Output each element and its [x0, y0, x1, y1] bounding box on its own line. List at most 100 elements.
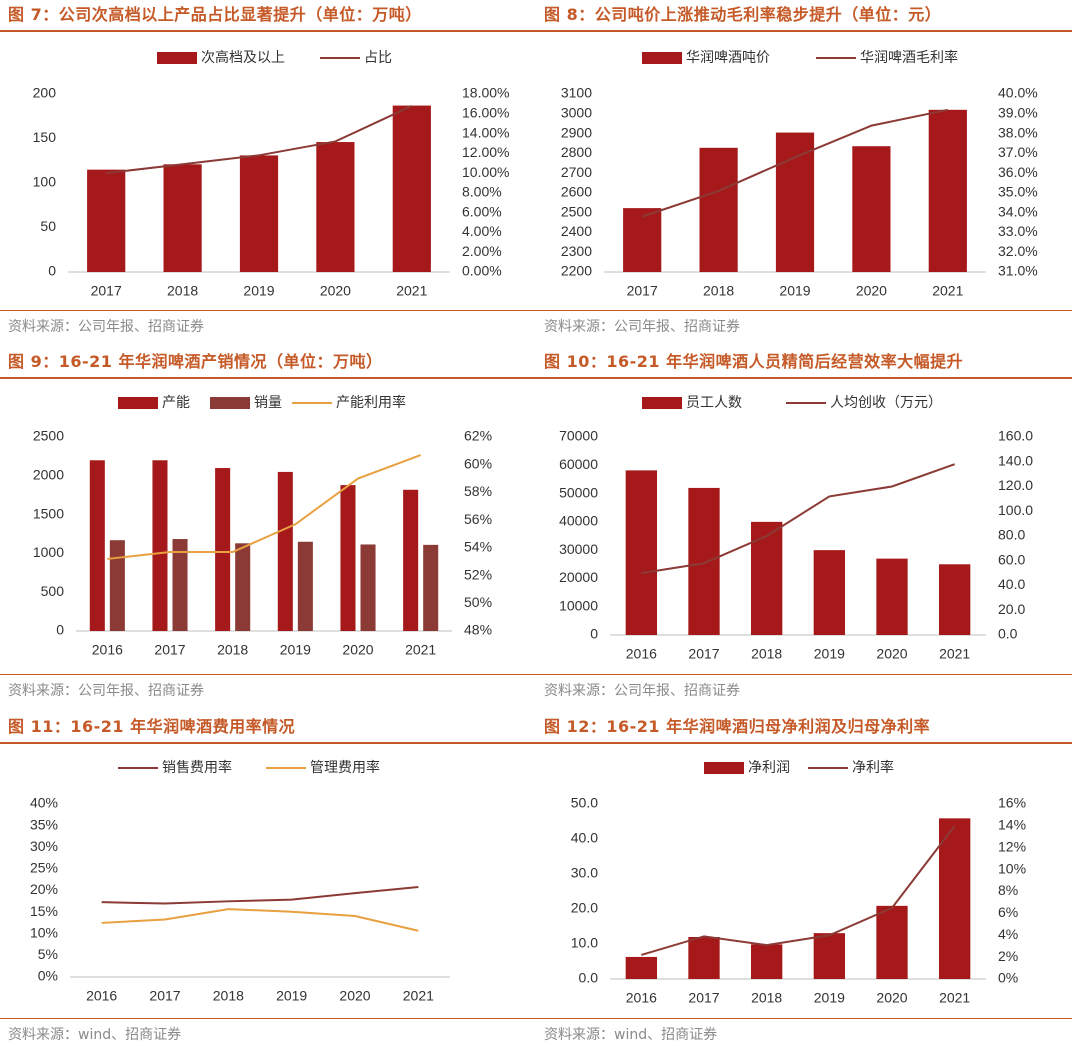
- y-tick-label: 200: [33, 85, 57, 101]
- y2-tick-label: 80.0: [998, 527, 1025, 543]
- y2-tick-label: 40.0%: [998, 85, 1038, 101]
- x-tick-label: 2018: [751, 990, 782, 1006]
- x-tick-label: 2017: [149, 988, 180, 1004]
- bar-净利润-2020: [876, 905, 908, 979]
- chart-title: 图 11：16-21 年华润啤酒费用率情况: [8, 717, 296, 736]
- x-tick-label: 2021: [939, 990, 970, 1006]
- source-note: 资料来源：公司年报、招商证券: [8, 319, 204, 335]
- x-tick-label: 2017: [154, 642, 185, 658]
- y-tick-label: 50.0: [571, 795, 598, 811]
- y-tick-label: 20000: [559, 569, 598, 585]
- y-tick-label: 2900: [561, 124, 592, 140]
- chart-title: 图 9：16-21 年华润啤酒产销情况（单位：万吨）: [8, 352, 383, 371]
- bar-员工人数-2020: [876, 558, 908, 635]
- source-rule: [536, 310, 1072, 311]
- y2-tick-label: 39.0%: [998, 104, 1038, 120]
- bar-销量-2017: [172, 539, 188, 631]
- y2-tick-label: 12%: [998, 838, 1026, 854]
- source-note: 资料来源：公司年报、招商证券: [8, 683, 204, 699]
- y-tick-label: 0: [56, 622, 64, 638]
- bar-员工人数-2016: [625, 470, 657, 635]
- chart-panel-fig11: 图 11：16-21 年华润啤酒费用率情况 0% 5% 10% 15% 20% 25% 30…: [0, 712, 536, 1056]
- chart-svg: 2200 2300 2400 2500 2600 2700 2800 2900 3000 3100…: [561, 49, 1038, 299]
- x-tick-label: 2020: [876, 990, 907, 1006]
- bar-次高档及以上-2018: [163, 164, 202, 272]
- y-tick-label: 0: [590, 626, 598, 642]
- title-rule: [536, 742, 1072, 744]
- y2-tick-label: 120.0: [998, 477, 1033, 493]
- x-tick-label: 2020: [342, 642, 373, 658]
- y-tick-label: 10.0: [571, 935, 598, 951]
- y-tick-label: 2600: [561, 184, 592, 200]
- y2-tick-label: 60%: [464, 455, 492, 471]
- y-tick-label: 2500: [561, 203, 592, 219]
- legend-label: 华润啤酒毛利率: [860, 49, 958, 66]
- x-tick-label: 2018: [703, 283, 734, 299]
- y-tick-label: 50000: [559, 484, 598, 500]
- bar-华润啤酒吨价-2020: [852, 146, 891, 272]
- legend-label: 产能利用率: [336, 394, 406, 411]
- legend-label: 销量: [254, 395, 282, 411]
- y-tick-label: 1000: [33, 544, 64, 560]
- x-tick-label: 2017: [688, 646, 719, 662]
- bar-华润啤酒吨价-2021: [928, 109, 967, 272]
- y2-tick-label: 8%: [998, 882, 1018, 898]
- y-tick-label: 30%: [30, 838, 58, 854]
- legend-label: 管理费用率: [310, 759, 380, 776]
- bar-销量-2016: [109, 540, 125, 631]
- legend-label: 净利率: [852, 759, 894, 776]
- y-tick-label: 40000: [559, 513, 598, 529]
- x-tick-label: 2019: [814, 646, 845, 662]
- bar-销量-2019: [297, 541, 313, 631]
- bar-销量-2018: [235, 543, 251, 631]
- title-rule: [536, 377, 1072, 379]
- y2-tick-label: 6%: [998, 904, 1018, 920]
- bar-产能-2019: [277, 471, 293, 631]
- source-rule: [536, 674, 1072, 675]
- y2-tick-label: 20.0: [998, 601, 1025, 617]
- bar-次高档及以上-2021: [392, 105, 431, 272]
- chart-panel-fig9: 图 9：16-21 年华润啤酒产销情况（单位：万吨） 0 500 1000 1500 2…: [0, 347, 536, 707]
- chart-svg: 0 500 1000 1500 2000 2500 48% 50% 52% 54% 56% 58% 60…: [33, 394, 492, 658]
- bar-员工人数-2018: [751, 521, 783, 635]
- bar-净利润-2019: [813, 933, 845, 979]
- series-line-销售费用率: [101, 886, 419, 905]
- y-tick-label: 25%: [30, 860, 58, 876]
- series-line-产能利用率: [107, 454, 422, 560]
- series-line-管理费用率: [101, 908, 419, 932]
- y2-tick-label: 40.0: [998, 576, 1025, 592]
- y-tick-label: 2800: [561, 144, 592, 160]
- y2-tick-label: 35.0%: [998, 184, 1038, 200]
- bar-产能-2021: [403, 489, 419, 631]
- y-tick-label: 500: [41, 583, 65, 599]
- y2-tick-label: 37.0%: [998, 144, 1038, 160]
- y2-tick-label: 56%: [464, 511, 492, 527]
- source-note: 资料来源：wind、招商证券: [544, 1027, 718, 1043]
- y2-tick-label: 48%: [464, 622, 492, 638]
- y2-tick-label: 60.0: [998, 551, 1025, 567]
- y2-tick-label: 14%: [998, 817, 1026, 833]
- series-line-人均创收（万元）: [641, 463, 956, 575]
- source-note: 资料来源：公司年报、招商证券: [544, 319, 740, 335]
- chart-svg: 0% 5% 10% 15% 20% 25% 30% 35% 40% 2016 2017 2018 201…: [30, 759, 450, 1004]
- legend-label: 产能: [162, 395, 190, 411]
- x-tick-label: 2020: [856, 283, 887, 299]
- x-tick-label: 2017: [688, 990, 719, 1006]
- y-tick-label: 100: [33, 174, 57, 190]
- y-tick-label: 150: [33, 129, 57, 145]
- x-tick-label: 2016: [626, 990, 657, 1006]
- y-tick-label: 0.0: [579, 970, 599, 986]
- x-tick-label: 2019: [243, 283, 274, 299]
- bar-华润啤酒吨价-2018: [699, 147, 738, 272]
- y-tick-label: 35%: [30, 816, 58, 832]
- x-tick-label: 2018: [167, 283, 198, 299]
- legend-swatch-次高档及以上: [157, 52, 197, 64]
- x-tick-label: 2021: [932, 283, 963, 299]
- legend-swatch-净利润: [704, 762, 744, 774]
- title-rule: [0, 30, 536, 32]
- y2-tick-label: 10%: [998, 860, 1026, 876]
- x-tick-label: 2019: [280, 642, 311, 658]
- y2-tick-label: 0%: [998, 970, 1018, 986]
- x-tick-label: 2020: [339, 988, 370, 1004]
- legend-swatch-员工人数: [642, 397, 682, 409]
